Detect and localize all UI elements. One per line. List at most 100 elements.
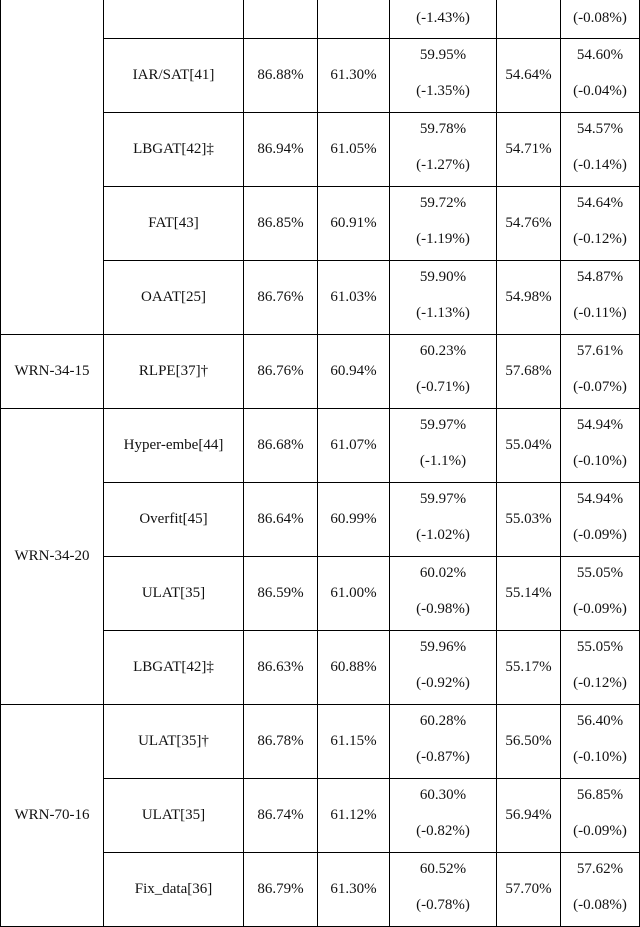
drop-text: (-0.87%) (416, 749, 470, 765)
robust-accuracy-cell: 60.94% (317, 334, 390, 409)
value-text: 59.96% (419, 639, 467, 655)
drop-text: (-1.35%) (416, 83, 470, 99)
drop-text: (-0.12%) (573, 231, 627, 247)
clean-accuracy-cell: 86.76% (243, 260, 318, 335)
table-row: WRN-34-20 Hyper-embe[44] 86.68% 61.07% 59.97… (0, 408, 640, 705)
architecture-cell: WRN-70-16 (0, 704, 104, 927)
robust-accuracy-drop-cell: 60.23% (-0.71%) (389, 334, 497, 409)
clean-accuracy-cell: 86.59% (243, 556, 318, 631)
value-text: 56.85% (576, 787, 624, 803)
clean-accuracy-cell: 86.68% (243, 408, 318, 483)
value-text: 55.05% (576, 565, 624, 581)
value-text: 60.52% (419, 861, 467, 877)
value-text: 60.30% (419, 787, 467, 803)
drop-text: (-0.78%) (416, 897, 470, 913)
autoattack-accuracy-cell: 56.94% (496, 778, 561, 853)
robust-accuracy-cell: 61.03% (317, 260, 390, 335)
drop-text: (-0.08%) (573, 10, 627, 26)
table-row: WRN-70-16 ULAT[35]† 86.78% 61.15% 60.28% (-0.… (0, 704, 640, 927)
autoattack-drop-cell: 55.05% (-0.12%) (560, 630, 640, 705)
autoattack-drop-cell: (-0.08%) (560, 0, 640, 39)
robust-accuracy-drop-cell: 59.97% (-1.02%) (389, 482, 497, 557)
autoattack-drop-cell: 56.85% (-0.09%) (560, 778, 640, 853)
drop-text: (-0.92%) (416, 675, 470, 691)
method-cell: OAAT[25] (103, 260, 244, 335)
value-text: 55.05% (576, 639, 624, 655)
method-cell: FAT[43] (103, 186, 244, 261)
value-text: 59.72% (419, 195, 467, 211)
drop-text: (-0.98%) (416, 601, 470, 617)
value-text: 54.60% (576, 47, 624, 63)
value-text: 54.57% (576, 121, 624, 137)
robust-accuracy-drop-cell: 59.72% (-1.19%) (389, 186, 497, 261)
clean-accuracy-cell: 86.94% (243, 112, 318, 187)
method-cell: IAR/SAT[41] (103, 38, 244, 113)
clean-accuracy-cell: 86.79% (243, 852, 318, 927)
value-text: 54.87% (576, 269, 624, 285)
method-cell: ULAT[35]† (103, 704, 244, 779)
clean-accuracy-cell: 86.74% (243, 778, 318, 853)
value-text: 60.28% (419, 713, 467, 729)
value-text: 54.94% (576, 491, 624, 507)
clean-accuracy-cell: 86.76% (243, 334, 318, 409)
table-row: Overfit[45] 86.64% 60.99% 59.97% (-1.02%) 55.… (1, 482, 640, 557)
robust-accuracy-cell: 60.91% (317, 186, 390, 261)
architecture-cell: WRN-34-15 (0, 334, 104, 409)
method-cell: LBGAT[42]‡ (103, 630, 244, 705)
method-cell: Fix_data[36] (103, 852, 244, 927)
value-text: 54.94% (576, 417, 624, 433)
value-text: 56.40% (576, 713, 624, 729)
drop-text: (-0.09%) (573, 527, 627, 543)
autoattack-accuracy-cell: 55.14% (496, 556, 561, 631)
autoattack-drop-cell: 54.57% (-0.14%) (560, 112, 640, 187)
table-row: WRN-34-15 RLPE[37]† 86.76% 60.94% 60.23% (-0.… (0, 334, 640, 409)
value-text: 59.97% (419, 491, 467, 507)
autoattack-accuracy-cell: 55.17% (496, 630, 561, 705)
autoattack-accuracy-cell: 54.98% (496, 260, 561, 335)
method-cell: ULAT[35] (103, 778, 244, 853)
robust-accuracy-cell: 61.30% (317, 852, 390, 927)
autoattack-accuracy-cell: 55.04% (496, 408, 561, 483)
robust-accuracy-cell (317, 0, 390, 39)
method-cell: ULAT[35] (103, 556, 244, 631)
value-text: 59.78% (419, 121, 467, 137)
value-text: 59.97% (419, 417, 467, 433)
value-text: 57.62% (576, 861, 624, 877)
autoattack-drop-cell: 54.94% (-0.10%) (560, 408, 640, 483)
clean-accuracy-cell: 86.85% (243, 186, 318, 261)
drop-text: (-0.71%) (416, 379, 470, 395)
value-text: 59.95% (419, 47, 467, 63)
robust-accuracy-cell: 61.00% (317, 556, 390, 631)
robust-accuracy-drop-cell: 59.90% (-1.13%) (389, 260, 497, 335)
robust-accuracy-cell: 61.05% (317, 112, 390, 187)
drop-text: (-0.11%) (573, 305, 627, 321)
drop-text: (-1.02%) (416, 527, 470, 543)
drop-text: (-0.14%) (573, 157, 627, 173)
drop-text: (-0.10%) (573, 749, 627, 765)
table-row: LBGAT[42]‡ 86.94% 61.05% 59.78% (-1.27%) 54.7… (1, 112, 640, 187)
drop-text: (-0.07%) (573, 379, 627, 395)
robust-accuracy-drop-cell: (-1.43%) (389, 0, 497, 39)
table-row: IAR/SAT[41] 86.88% 61.30% 59.95% (-1.35%) 54.… (1, 38, 640, 113)
robust-accuracy-drop-cell: 60.30% (-0.82%) (389, 778, 497, 853)
table-row: (-1.43%) (-0.08%) (0, 0, 640, 335)
clean-accuracy-cell: 86.78% (243, 704, 318, 779)
clean-accuracy-cell: 86.88% (243, 38, 318, 113)
value-text: 57.61% (576, 343, 624, 359)
robust-accuracy-cell: 61.07% (317, 408, 390, 483)
autoattack-accuracy-cell: 57.70% (496, 852, 561, 927)
autoattack-drop-cell: 54.60% (-0.04%) (560, 38, 640, 113)
drop-text: (-0.04%) (573, 83, 627, 99)
method-cell: Hyper-embe[44] (103, 408, 244, 483)
autoattack-drop-cell: 57.61% (-0.07%) (560, 334, 640, 409)
autoattack-drop-cell: 54.64% (-0.12%) (560, 186, 640, 261)
drop-text: (-1.1%) (419, 453, 467, 469)
robust-accuracy-drop-cell: 60.52% (-0.78%) (389, 852, 497, 927)
robust-accuracy-drop-cell: 59.95% (-1.35%) (389, 38, 497, 113)
drop-text: (-0.09%) (573, 823, 627, 839)
autoattack-drop-cell: 55.05% (-0.09%) (560, 556, 640, 631)
autoattack-accuracy-cell (496, 0, 561, 39)
autoattack-accuracy-cell: 54.76% (496, 186, 561, 261)
method-cell (103, 0, 244, 39)
